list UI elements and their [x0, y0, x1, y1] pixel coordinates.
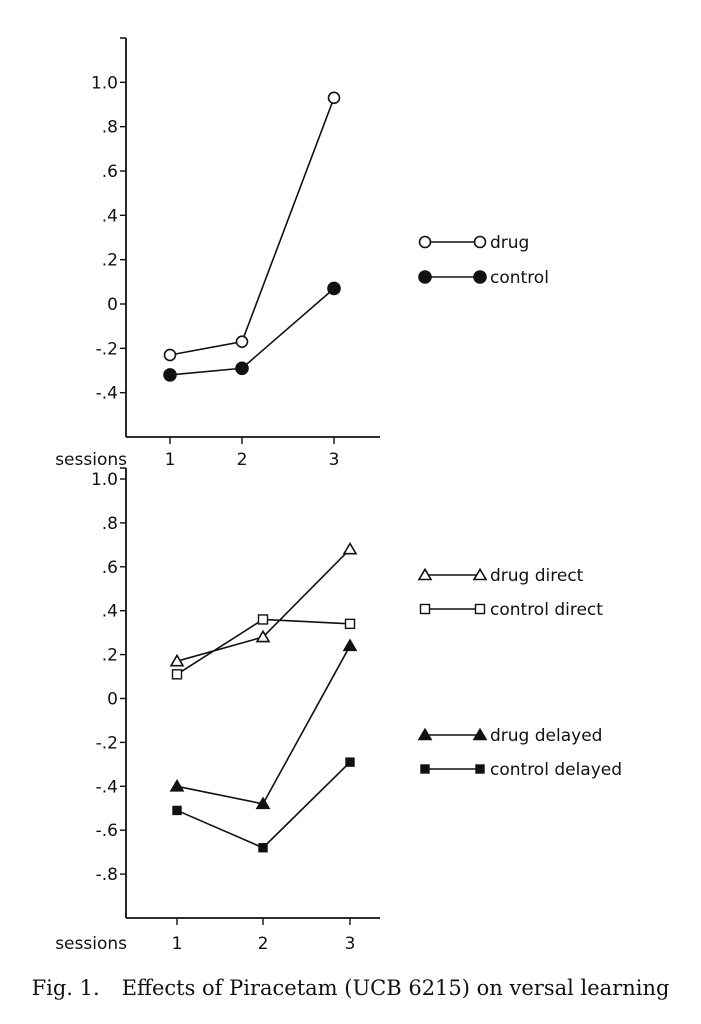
data-point-drug: [163, 348, 177, 362]
x-tick-label: 3: [345, 934, 356, 954]
legend-entry-control-delayed: control delayed: [490, 760, 622, 780]
data-point-drug-delayed: [169, 779, 185, 792]
y-tick-label: -.4: [96, 777, 118, 797]
x-tick-label: 2: [258, 934, 269, 954]
legend-marker-drug-direct: [417, 567, 433, 581]
series-line-control-direct: [176, 618, 351, 676]
y-tick-label: .4: [102, 602, 118, 622]
series-line-control: [169, 287, 335, 376]
legend-marker-drug: [418, 235, 432, 249]
y-tick-label: .2: [102, 251, 118, 271]
data-point-drug-direct: [255, 629, 271, 643]
legend-marker-control-direct: [419, 603, 431, 615]
caption-label: Fig. 1.: [31, 976, 100, 1000]
bottom-panel: 1.0 .8 .6 .4 .2 0 -.2 -.4 -.6 -.8 1 2 3 sessions drug …: [55, 467, 622, 954]
legend-marker-control-delayed: [420, 764, 430, 774]
x-axis-label: sessions: [55, 450, 127, 470]
y-tick-label: 0: [107, 689, 118, 709]
legend-marker-control-direct: [474, 603, 486, 615]
y-tick-label: -.8: [96, 865, 118, 885]
x-tick-label: 3: [329, 450, 340, 470]
caption-text: Effects of Piracetam (UCB 6215) on versa…: [121, 976, 670, 1000]
legend-marker-drug-delayed: [417, 727, 433, 741]
figure-caption: Fig. 1. Effects of Piracetam (UCB 6215) o…: [0, 976, 701, 1000]
data-point-control-direct: [257, 614, 269, 625]
y-tick-label: 1.0: [91, 470, 118, 490]
series-line-drug: [169, 97, 335, 356]
data-point-drug-direct: [342, 541, 358, 555]
data-point-drug-delayed: [342, 638, 358, 652]
series-line-drug-direct: [176, 548, 351, 662]
y-tick-label: -.2: [96, 339, 118, 359]
legend-entry-drug-direct: drug direct: [490, 566, 584, 586]
y-tick-label: .6: [102, 558, 118, 578]
y-tick-label: .4: [102, 206, 118, 226]
data-point-control: [235, 361, 249, 376]
x-tick-label: 1: [172, 934, 183, 954]
data-point-control-direct: [344, 618, 356, 630]
x-axis-label: sessions: [55, 934, 127, 954]
y-tick-label: .8: [102, 514, 118, 534]
legend-marker-drug-direct: [472, 567, 488, 581]
y-tick-label: 0: [107, 295, 118, 315]
data-point-control: [163, 368, 177, 382]
legend-entry-control-direct: control direct: [490, 600, 603, 620]
y-tick-label: .8: [102, 118, 118, 138]
data-point-drug-delayed: [255, 796, 271, 810]
data-point-drug: [235, 335, 249, 348]
x-tick-label: 1: [165, 450, 176, 470]
legend-marker-drug: [473, 235, 487, 249]
legend-marker-drug-delayed: [472, 727, 488, 741]
data-point-control-delayed: [258, 843, 268, 853]
data-point-control-direct: [171, 669, 183, 680]
y-tick-label: -.4: [96, 384, 118, 404]
y-tick-label: -.2: [96, 733, 118, 753]
legend-entry-drug: drug: [490, 233, 529, 253]
y-tick-label: .6: [102, 162, 118, 182]
data-point-control: [327, 281, 341, 296]
legend-entry-drug-delayed: drug delayed: [490, 726, 602, 746]
legend-marker-control-delayed: [475, 764, 485, 774]
y-tick-label: 1.0: [91, 73, 118, 93]
data-point-control-delayed: [345, 757, 355, 767]
y-tick-label: -.6: [96, 821, 118, 841]
y-tick-label: .2: [102, 646, 118, 666]
legend-marker-control: [473, 270, 487, 284]
data-point-control-delayed: [172, 805, 182, 816]
data-point-drug: [327, 91, 341, 105]
legend-entry-control: control: [490, 268, 549, 288]
top-panel: 1.0 .8 .6 .4 .2 0 -.2 -.4 1 2 3 sessions drug control: [55, 37, 549, 470]
x-tick-label: 2: [237, 450, 248, 470]
legend-marker-control: [418, 270, 432, 284]
data-point-drug-direct: [169, 653, 185, 667]
series-line-drug-delayed: [176, 645, 351, 805]
